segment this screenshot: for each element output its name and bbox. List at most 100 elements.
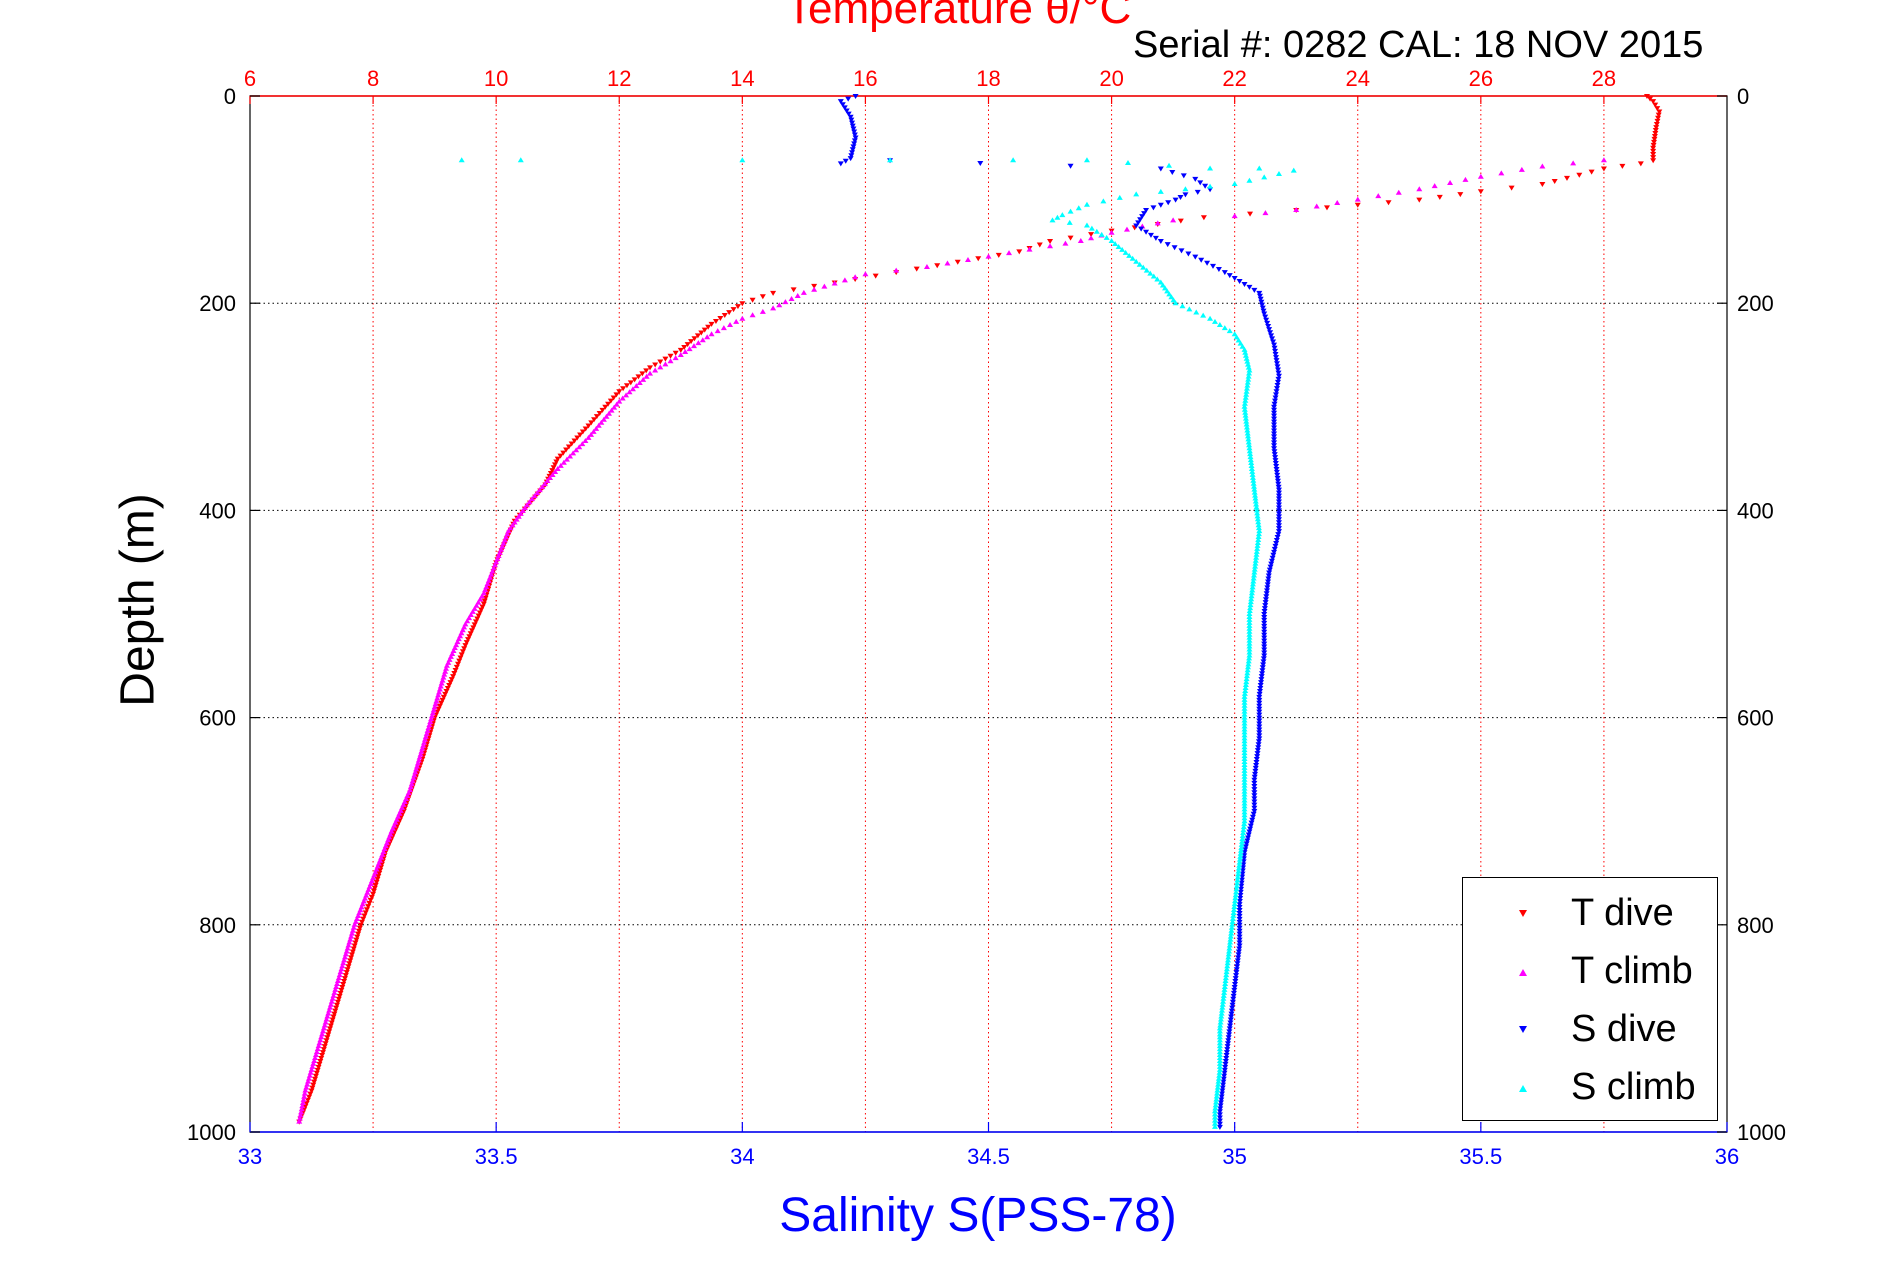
data-point [1224, 1044, 1231, 1050]
data-point [1226, 942, 1233, 948]
data-point [1129, 255, 1136, 261]
data-point [1212, 1102, 1219, 1108]
data-point [1108, 229, 1115, 235]
data-point [582, 426, 589, 432]
data-point [1241, 764, 1248, 770]
data-point [315, 1043, 322, 1049]
data-point [1126, 252, 1133, 258]
data-point [337, 969, 344, 975]
data-point [1261, 620, 1268, 626]
data-point [375, 873, 382, 879]
data-point [433, 698, 440, 704]
data-point [1241, 788, 1248, 794]
data-point [1237, 847, 1244, 853]
data-point [585, 434, 592, 440]
data-point [608, 407, 615, 413]
data-point [1258, 677, 1265, 683]
data-point [1238, 841, 1245, 847]
data-point [312, 1073, 319, 1079]
data-point [519, 507, 526, 513]
data-point [431, 704, 438, 710]
data-point [312, 1076, 319, 1082]
data-point [690, 343, 697, 349]
data-point [1217, 1100, 1224, 1106]
data-point [1246, 655, 1253, 661]
data-point [547, 470, 554, 476]
data-point [1223, 1050, 1230, 1056]
legend-item-s-climb: S climb [1463, 1060, 1717, 1116]
data-point [1266, 570, 1273, 576]
data-point [1230, 993, 1237, 999]
data-point [1273, 355, 1280, 361]
data-point [1273, 392, 1280, 398]
data-point [1254, 545, 1261, 551]
data-point [1224, 963, 1231, 969]
data-point [557, 453, 564, 459]
data-point [391, 829, 398, 835]
data-point [1262, 210, 1269, 216]
data-point [704, 334, 711, 340]
data-point [354, 934, 361, 940]
data-point [623, 383, 630, 389]
data-point [323, 1038, 330, 1044]
data-point [1241, 699, 1248, 705]
data-point [1232, 976, 1239, 982]
data-point [297, 1112, 304, 1118]
data-point [1241, 729, 1248, 735]
data-point [1251, 774, 1258, 780]
data-point [613, 401, 620, 407]
data-point [1135, 220, 1142, 226]
data-point [1233, 334, 1240, 340]
data-point [1261, 623, 1268, 629]
data-point [1221, 989, 1228, 995]
data-point [699, 337, 706, 343]
data-point [411, 772, 418, 778]
data-point [417, 751, 424, 757]
data-point [314, 1046, 321, 1052]
data-point [1249, 468, 1256, 474]
data-point [480, 601, 487, 607]
data-point [511, 519, 518, 525]
data-point [1243, 391, 1250, 397]
data-point [964, 257, 971, 263]
data-point [462, 643, 469, 649]
data-point [436, 689, 443, 695]
data-point [1246, 646, 1253, 652]
data-point [1216, 1124, 1223, 1130]
data-point [708, 331, 715, 337]
data-point [1232, 895, 1239, 901]
data-point [318, 1056, 325, 1061]
data-point [770, 290, 777, 296]
data-point [686, 346, 693, 352]
temperature-tick-label: 6 [244, 66, 256, 91]
data-point [408, 781, 415, 787]
data-point [749, 312, 756, 318]
data-point [1237, 895, 1244, 901]
data-point [1271, 449, 1278, 455]
data-point [1215, 1078, 1222, 1084]
data-point [476, 610, 483, 616]
data-point [841, 105, 848, 111]
data-point [605, 401, 612, 407]
data-point [705, 324, 712, 330]
data-point [652, 367, 659, 373]
data-point [1269, 336, 1276, 342]
data-point [1241, 797, 1248, 803]
data-point [1059, 212, 1066, 218]
data-point [1062, 240, 1069, 246]
data-point [1250, 578, 1257, 584]
data-point [667, 353, 674, 359]
data-point [1219, 1091, 1226, 1097]
data-point [1250, 480, 1257, 486]
data-point [677, 352, 684, 357]
data-point [1254, 510, 1261, 516]
data-point [439, 677, 446, 683]
data-point [1216, 1057, 1223, 1063]
data-point [1243, 673, 1250, 679]
data-point [1262, 603, 1269, 609]
data-point [1245, 832, 1252, 838]
data-point [1272, 398, 1279, 404]
data-point [1244, 382, 1251, 388]
data-point [1179, 303, 1186, 309]
data-point [852, 274, 859, 280]
